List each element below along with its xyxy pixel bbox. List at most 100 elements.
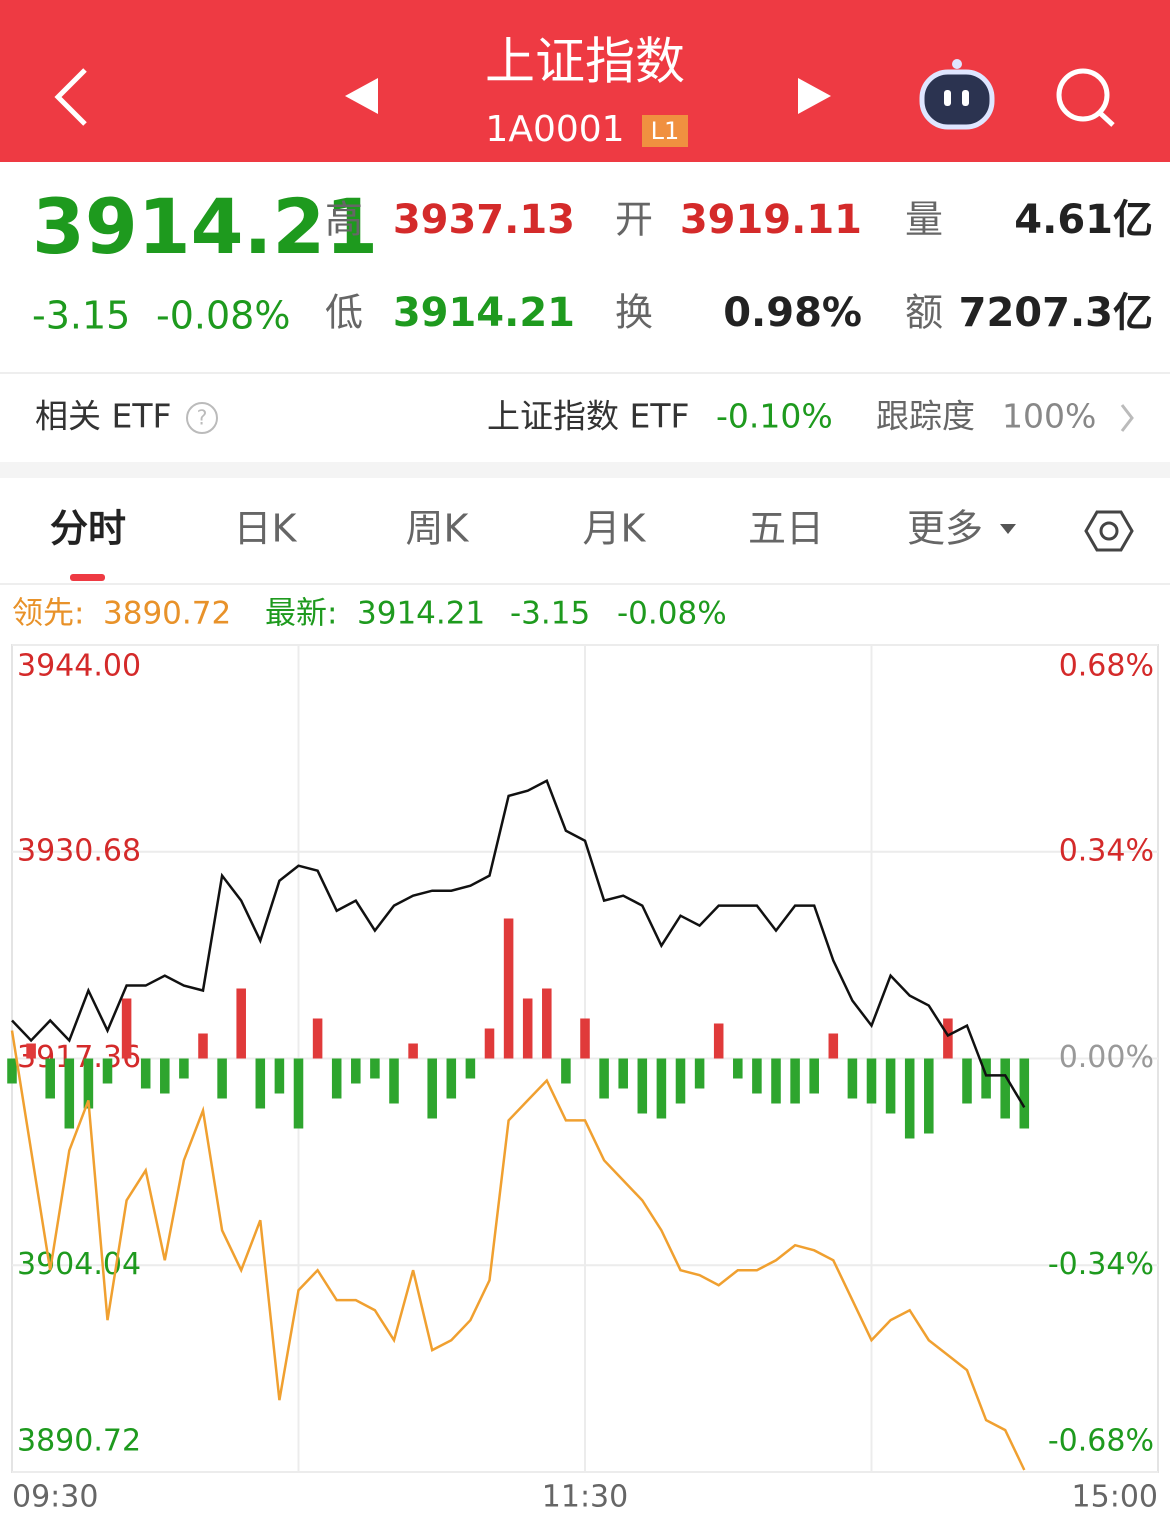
volume-bar [255,1058,266,1109]
volume-bar [351,1058,361,1084]
volume-bar [274,1058,285,1094]
volume-bar [866,1058,877,1104]
volume-bar [885,1058,896,1114]
tab[interactable]: 周K [406,507,470,551]
change: -3.15 [32,294,130,338]
volume-bar [904,1058,915,1139]
y-tick-label: 3944.00 [17,649,141,684]
change-pct: -0.08% [156,294,290,338]
title: 上证指数 [485,33,685,91]
field-value: 3937.13 [393,197,575,243]
field-label: 低 [325,291,363,335]
y2-tick-label: 0.00% [1059,1040,1154,1075]
volume-bar [522,998,533,1059]
volume-bar [752,1058,762,1094]
volume-bar [828,1033,839,1059]
x-tick-label: 11:30 [542,1480,628,1515]
field-label: 开 [615,198,653,242]
next-button[interactable] [798,78,831,114]
y2-tick-label: 0.68% [1059,649,1154,684]
etf-change: -0.10% [716,397,833,436]
tab[interactable]: 日K [234,507,298,551]
volume-bar [465,1058,476,1079]
tab[interactable]: 月K [583,507,647,551]
help-icon[interactable] [186,402,218,434]
volume-bar [198,1033,208,1059]
volume-bar [7,1058,17,1084]
badge: L1 [651,117,680,145]
badge-bg [642,115,688,147]
y-tick-label: 3930.68 [17,833,141,868]
volume-bar [1000,1058,1010,1119]
x-tick-label: 09:30 [12,1480,98,1515]
latest-pct: -0.08% [617,596,727,632]
field-value: 3919.11 [680,197,862,243]
tab[interactable]: 更多 [907,507,983,551]
volume-bar [408,1043,418,1059]
price: 3914.21 [32,182,378,271]
field-value: 3914.21 [393,290,575,336]
volume-bar [179,1058,189,1079]
help-mark: ? [197,406,208,430]
etf-row[interactable]: 相关 ETF ? 上证指数 ETF -0.10% 跟踪度 100% [35,397,1134,436]
volume-bar [236,988,246,1059]
volume-bar [656,1058,667,1119]
volume-bar [503,918,514,1059]
volume-bar [102,1058,113,1084]
volume-bar [790,1058,800,1104]
field-value: 0.98% [723,290,862,336]
volume-bar [542,988,552,1059]
volume-bar [771,1058,781,1104]
etf-name: 上证指数 ETF [487,397,689,436]
latest-change: -3.15 [510,596,590,632]
assistant-icon[interactable] [919,59,995,130]
volume-bar [618,1058,628,1089]
price-line [10,1030,1026,1471]
volume-bar [1019,1058,1030,1129]
volume-bar [121,998,132,1059]
lead-value: 3890.72 [103,596,231,632]
etf-label: 相关 ETF [35,397,171,436]
settings-hole [1099,521,1119,541]
settings-button[interactable] [1084,510,1134,552]
volume-bar [962,1058,972,1104]
field-label: 高 [325,198,363,242]
volume-bar [924,1058,934,1134]
search-button[interactable] [1056,68,1115,127]
volume-bar [981,1058,991,1099]
chevron [1120,404,1134,432]
volume-bar [427,1058,437,1119]
tab[interactable]: 五日 [748,507,824,551]
volume-bar [293,1058,304,1129]
volume-bar [694,1058,705,1089]
code: 1A0001 [485,109,624,150]
volume-bar [637,1058,648,1114]
volume-bar [140,1058,151,1089]
volume-bar [160,1058,170,1094]
lead-label: 领先: [12,596,84,632]
volume-bar [675,1058,686,1104]
prev-button[interactable] [345,78,378,114]
tracking-label: 跟踪度 [876,397,975,436]
volume-bar [446,1058,457,1099]
volume-bar [847,1058,858,1099]
tracking-value: 100% [1002,397,1096,436]
back-button[interactable] [54,68,87,126]
y2-tick-label: 0.34% [1059,833,1154,868]
latest-value: 3914.21 [357,596,485,632]
volume-bar [64,1058,75,1129]
volume-bar [26,1043,36,1059]
price-line [11,779,1026,1109]
tab[interactable]: 分时 [50,507,126,551]
dropdown-caret [1000,524,1016,534]
volume-bar [599,1058,609,1099]
volume-bar [370,1058,380,1079]
volume-bar [45,1058,55,1099]
volume-bar [713,1023,724,1059]
volume-bar [943,1018,953,1059]
y2-tick-label: -0.34% [1048,1247,1154,1282]
y2-tick-label: -0.68% [1048,1424,1154,1459]
volume-bar [733,1058,743,1079]
volume-bar [561,1058,571,1084]
field-value: 4.61亿 [1014,197,1153,243]
